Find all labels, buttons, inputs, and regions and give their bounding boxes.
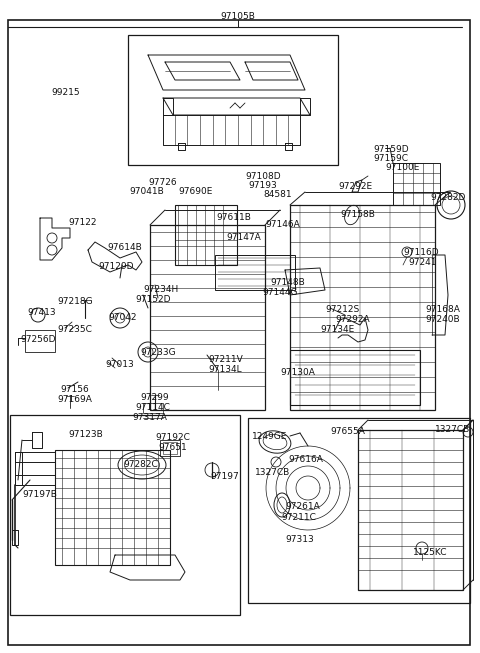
Text: 97299: 97299 xyxy=(140,393,168,402)
Text: 97212S: 97212S xyxy=(325,305,359,314)
Bar xyxy=(215,255,295,290)
Text: 97235C: 97235C xyxy=(57,325,92,334)
Text: 97013: 97013 xyxy=(105,360,134,369)
Text: 84581: 84581 xyxy=(264,190,292,199)
Text: 97614B: 97614B xyxy=(107,243,142,252)
Text: 97317A: 97317A xyxy=(132,413,167,422)
Text: 97197B: 97197B xyxy=(22,490,57,499)
Bar xyxy=(55,450,170,565)
Text: 97282D: 97282D xyxy=(430,193,466,202)
Text: 97616A: 97616A xyxy=(288,455,323,464)
Text: 97241: 97241 xyxy=(408,258,436,267)
Text: 1125KC: 1125KC xyxy=(413,548,447,557)
Text: 97192C: 97192C xyxy=(155,433,190,442)
Text: 97041B: 97041B xyxy=(130,187,164,196)
Text: 97148B: 97148B xyxy=(270,278,305,287)
Bar xyxy=(393,163,440,205)
Text: 97100E: 97100E xyxy=(385,163,420,172)
Bar xyxy=(25,330,55,352)
Text: 97256D: 97256D xyxy=(20,335,56,344)
Text: 97655A: 97655A xyxy=(330,427,365,436)
Text: 97211C: 97211C xyxy=(281,513,316,522)
Text: 97211V: 97211V xyxy=(208,355,243,364)
Text: 97159C: 97159C xyxy=(373,154,408,163)
Text: 97123B: 97123B xyxy=(68,430,103,439)
Text: 97134L: 97134L xyxy=(208,365,241,374)
Text: 97147A: 97147A xyxy=(226,233,261,242)
Text: 97197: 97197 xyxy=(210,472,239,481)
Text: 97156: 97156 xyxy=(60,385,89,394)
Text: 97122: 97122 xyxy=(68,218,96,227)
Text: 97282C: 97282C xyxy=(123,460,158,469)
Text: 97130A: 97130A xyxy=(280,368,315,377)
Text: 97292E: 97292E xyxy=(338,182,372,191)
Text: 97152D: 97152D xyxy=(135,295,170,304)
Text: 99215: 99215 xyxy=(51,88,80,97)
Text: 97218G: 97218G xyxy=(57,297,93,306)
Text: 97146A: 97146A xyxy=(265,220,300,229)
Text: 97313: 97313 xyxy=(285,535,314,544)
Text: 97611B: 97611B xyxy=(216,213,251,222)
Text: 97108D: 97108D xyxy=(245,172,281,181)
Text: 97234H: 97234H xyxy=(143,285,178,294)
Bar xyxy=(143,403,163,413)
Bar xyxy=(290,350,420,405)
Text: 1327CB: 1327CB xyxy=(255,468,290,477)
Text: 1327CB: 1327CB xyxy=(435,425,470,434)
Bar xyxy=(248,418,470,603)
Bar xyxy=(128,35,338,165)
Text: 97413: 97413 xyxy=(27,308,56,317)
Text: 97233G: 97233G xyxy=(140,348,176,357)
Text: 1249GE: 1249GE xyxy=(252,432,288,441)
Text: 97193: 97193 xyxy=(249,181,277,190)
Bar xyxy=(10,415,240,615)
Text: 97129D: 97129D xyxy=(98,262,133,271)
Bar xyxy=(290,205,435,410)
Text: 97168A: 97168A xyxy=(425,305,460,314)
Text: 97240B: 97240B xyxy=(425,315,460,324)
Text: 97134E: 97134E xyxy=(320,325,354,334)
Text: 97159D: 97159D xyxy=(373,145,408,154)
Bar xyxy=(163,442,177,454)
Text: 97292A: 97292A xyxy=(335,315,370,324)
Bar xyxy=(160,440,180,456)
Text: 97651: 97651 xyxy=(158,443,187,452)
Bar xyxy=(150,225,265,410)
Text: 97261A: 97261A xyxy=(285,502,320,511)
Bar xyxy=(358,430,463,590)
Text: 97169A: 97169A xyxy=(57,395,92,404)
Text: 97144G: 97144G xyxy=(262,288,298,297)
Text: 97690E: 97690E xyxy=(178,187,212,196)
Text: 97726: 97726 xyxy=(149,178,177,187)
Text: 97158B: 97158B xyxy=(340,210,375,219)
Text: 97116D: 97116D xyxy=(403,248,439,257)
Bar xyxy=(175,205,237,265)
Text: 97105B: 97105B xyxy=(221,12,255,21)
Text: 97042: 97042 xyxy=(108,313,136,322)
Text: 97114C: 97114C xyxy=(135,403,170,412)
